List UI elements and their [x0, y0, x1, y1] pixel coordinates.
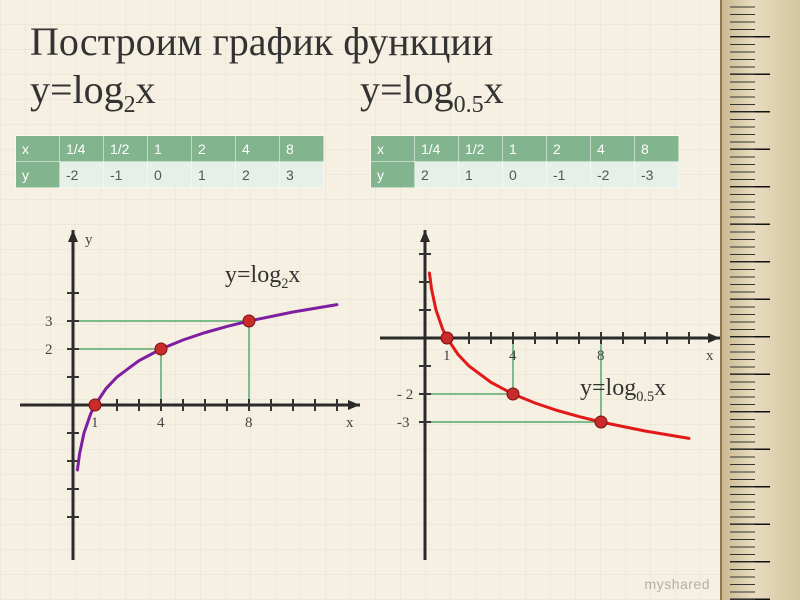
table-header-cell: 8: [635, 136, 679, 162]
table-cell: 2: [236, 162, 280, 188]
table-cell: -1: [104, 162, 148, 188]
equation-right: y=log0.5x: [360, 66, 504, 119]
table-cell: -2: [591, 162, 635, 188]
svg-text:- 2: - 2: [397, 387, 413, 403]
svg-text:x: x: [346, 415, 354, 431]
svg-text:3: 3: [45, 314, 53, 330]
table-cell: 0: [503, 162, 547, 188]
svg-text:4: 4: [157, 415, 165, 431]
table-header-cell: 4: [591, 136, 635, 162]
table-cell: 0: [148, 162, 192, 188]
svg-text:x: x: [706, 348, 714, 364]
svg-text:8: 8: [245, 415, 253, 431]
table-cell: 3: [280, 162, 324, 188]
table-cell: 1: [192, 162, 236, 188]
table-cell: -3: [635, 162, 679, 188]
table-header-cell: 1/4: [415, 136, 459, 162]
watermark: myshared: [645, 576, 710, 592]
table-cell: 2: [415, 162, 459, 188]
svg-text:2: 2: [45, 342, 53, 358]
svg-text:1: 1: [443, 348, 451, 364]
table-header-cell: 2: [547, 136, 591, 162]
left-chart: 14823xy y=log2x: [20, 230, 360, 560]
svg-text:4: 4: [509, 348, 517, 364]
left-curve-label: y=log2x: [225, 262, 300, 293]
equation-left: y=log2x: [30, 66, 156, 119]
table-header-cell: 1/4: [60, 136, 104, 162]
table-header-cell: x: [371, 136, 415, 162]
table-cell: -1: [547, 162, 591, 188]
right-table: x1/41/21248y210-1-2-3: [370, 135, 679, 188]
page-title: Построим график функции: [30, 18, 493, 65]
table-header-cell: 1/2: [459, 136, 503, 162]
svg-text:y: y: [85, 232, 93, 248]
table-cell: 1: [459, 162, 503, 188]
left-table: x1/41/21248y-2-10123: [15, 135, 324, 188]
right-chart: 1 4 8 - 2 -3 x y=log0.5x: [380, 230, 720, 560]
svg-text:8: 8: [597, 348, 605, 364]
table-cell: y: [16, 162, 60, 188]
svg-text:1: 1: [91, 415, 99, 431]
table-header-cell: 8: [280, 136, 324, 162]
table-header-cell: 1: [503, 136, 547, 162]
table-header-cell: 2: [192, 136, 236, 162]
right-curve-label: y=log0.5x: [580, 375, 666, 406]
table-header-cell: 4: [236, 136, 280, 162]
table-header-cell: 1: [148, 136, 192, 162]
svg-text:-3: -3: [397, 415, 410, 431]
table-cell: y: [371, 162, 415, 188]
table-header-cell: x: [16, 136, 60, 162]
table-header-cell: 1/2: [104, 136, 148, 162]
table-cell: -2: [60, 162, 104, 188]
ruler-decoration: [720, 0, 800, 600]
